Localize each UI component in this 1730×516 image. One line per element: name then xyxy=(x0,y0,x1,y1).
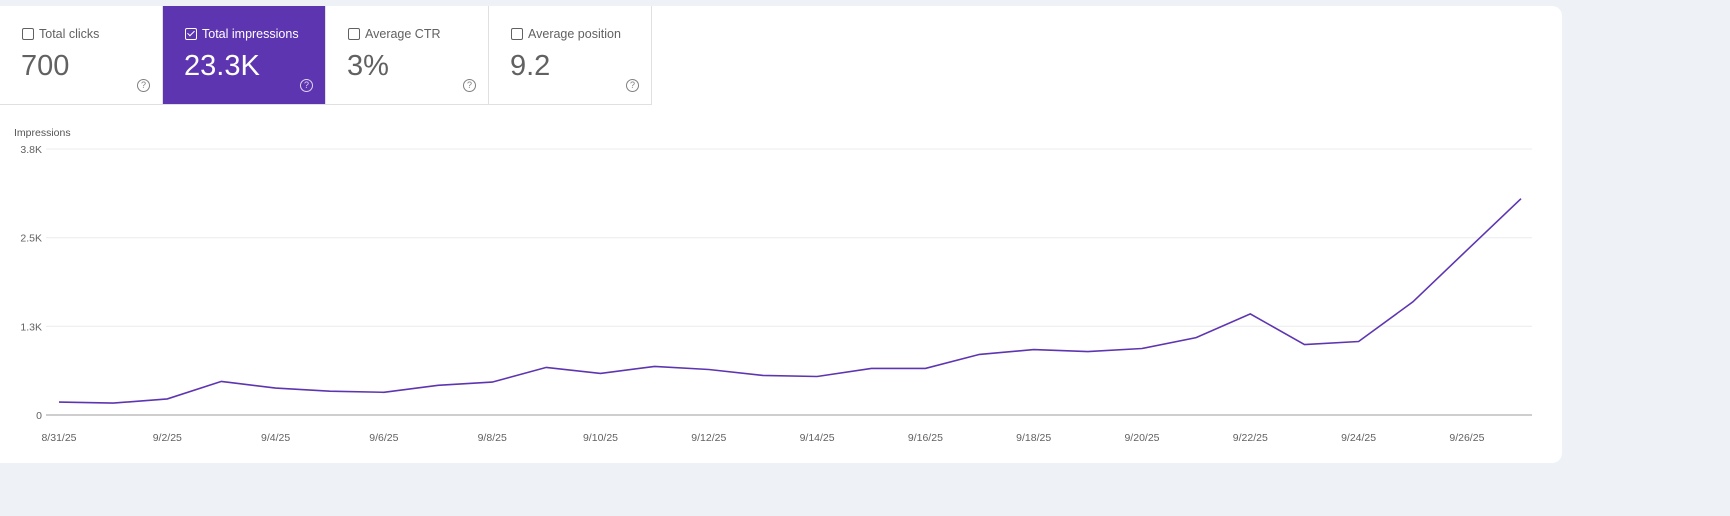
metric-label: Total clicks xyxy=(22,27,99,41)
metric-average-position[interactable]: Average position 9.2 ? xyxy=(489,6,651,104)
checkbox[interactable] xyxy=(22,28,34,40)
checkbox[interactable] xyxy=(185,28,197,40)
checkbox[interactable] xyxy=(348,28,360,40)
metric-value: 700 xyxy=(21,50,70,82)
impressions-line xyxy=(58,198,1522,404)
help-icon[interactable]: ? xyxy=(300,79,313,92)
help-icon[interactable]: ? xyxy=(463,79,476,92)
x-tick-label: 9/24/25 xyxy=(1341,432,1376,444)
x-tick-label: 8/31/25 xyxy=(41,432,76,444)
x-tick-label: 9/22/25 xyxy=(1233,432,1268,444)
y-tick-label: 3.8K xyxy=(20,144,42,156)
x-tick-label: 9/8/25 xyxy=(478,432,507,444)
y-axis-title: Impressions xyxy=(14,127,71,139)
metric-tabs: Total clicks 700 ? Total impressions 23.3… xyxy=(0,6,652,105)
metric-label: Average CTR xyxy=(348,27,441,41)
x-tick-label: 9/18/25 xyxy=(1016,432,1051,444)
metric-value: 3% xyxy=(347,50,389,82)
metric-label-text: Total clicks xyxy=(39,27,100,41)
metric-label-text: Average position xyxy=(528,27,621,41)
x-tick-label: 9/4/25 xyxy=(261,432,290,444)
metric-value: 23.3K xyxy=(184,50,260,82)
x-tick-label: 9/26/25 xyxy=(1449,432,1484,444)
metric-label-text: Average CTR xyxy=(365,27,441,41)
y-tick-label: 0 xyxy=(36,410,42,422)
checkbox[interactable] xyxy=(511,28,523,40)
x-tick-label: 9/16/25 xyxy=(908,432,943,444)
metric-label: Total impressions xyxy=(185,27,299,41)
y-tick-label: 1.3K xyxy=(20,321,42,333)
metric-label: Average position xyxy=(511,27,621,41)
x-tick-label: 9/6/25 xyxy=(369,432,398,444)
x-tick-label: 9/12/25 xyxy=(691,432,726,444)
metric-average-ctr[interactable]: Average CTR 3% ? xyxy=(326,6,489,104)
x-tick-label: 9/10/25 xyxy=(583,432,618,444)
x-tick-label: 9/14/25 xyxy=(800,432,835,444)
y-tick-label: 2.5K xyxy=(20,233,42,245)
metric-value: 9.2 xyxy=(510,50,551,82)
help-icon[interactable]: ? xyxy=(137,79,150,92)
metric-label-text: Total impressions xyxy=(202,27,299,41)
x-tick-label: 9/2/25 xyxy=(153,432,182,444)
metric-total-clicks[interactable]: Total clicks 700 ? xyxy=(0,6,163,104)
metric-total-impressions[interactable]: Total impressions 23.3K ? xyxy=(163,6,326,104)
x-tick-label: 9/20/25 xyxy=(1124,432,1159,444)
help-icon[interactable]: ? xyxy=(626,79,639,92)
